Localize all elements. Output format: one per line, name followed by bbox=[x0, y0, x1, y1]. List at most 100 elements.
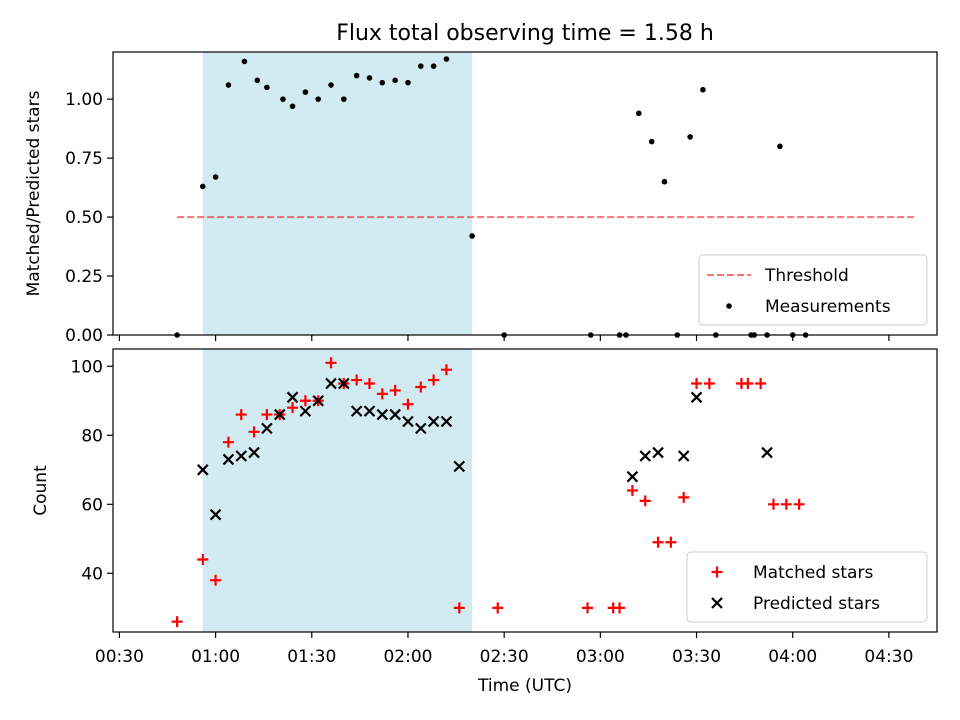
predicted-star-point bbox=[427, 415, 440, 428]
predicted-star-point bbox=[261, 422, 273, 435]
legend-box bbox=[698, 254, 928, 326]
matched-star-point bbox=[325, 357, 337, 369]
measurement-point bbox=[280, 96, 286, 102]
y-tick-label: 0.75 bbox=[65, 149, 103, 169]
measurement-point bbox=[241, 58, 248, 65]
predicted-star-point bbox=[639, 450, 652, 462]
measurement-point bbox=[353, 72, 360, 79]
measurement-point bbox=[392, 77, 398, 84]
chart-title: Flux total observing time = 1.58 h bbox=[336, 21, 714, 46]
matched-star-point bbox=[428, 374, 440, 386]
shaded-observing-window bbox=[202, 52, 473, 335]
matched-star-point bbox=[351, 374, 363, 386]
measurement-point bbox=[443, 56, 450, 62]
matched-star-point bbox=[678, 491, 690, 503]
measurement-point bbox=[212, 174, 219, 180]
predicted-star-point bbox=[363, 405, 376, 417]
x-tick-label: 01:30 bbox=[287, 647, 336, 667]
y-tick-label: 0.50 bbox=[65, 208, 103, 228]
predicted-star-point bbox=[299, 405, 312, 417]
measurement-point bbox=[225, 82, 232, 88]
predicted-star-point bbox=[440, 415, 453, 428]
x-tick-label: 01:00 bbox=[191, 647, 240, 667]
y-tick-label: 0.00 bbox=[65, 326, 103, 346]
predicted-star-point bbox=[325, 377, 337, 390]
matched-star-point bbox=[261, 409, 273, 421]
matched-star-point bbox=[626, 485, 638, 496]
x-tick-label: 02:30 bbox=[480, 647, 529, 667]
matched-star-point bbox=[793, 498, 805, 510]
legend-label: Matched stars bbox=[753, 563, 873, 583]
measurement-point bbox=[469, 233, 475, 239]
measurement-point bbox=[661, 178, 668, 185]
matched-star-point bbox=[742, 378, 754, 390]
matched-star-point bbox=[582, 602, 594, 614]
predicted-star-point bbox=[222, 453, 235, 466]
y-axis-label: Matched/Predicted stars bbox=[24, 90, 44, 296]
y-tick-label: 0.25 bbox=[65, 267, 103, 287]
predicted-star-point bbox=[690, 391, 703, 404]
axes-frame bbox=[112, 51, 938, 336]
measurement-point bbox=[700, 86, 706, 93]
matched-star-point bbox=[440, 364, 452, 376]
matched-star-point bbox=[376, 388, 388, 400]
x-tick-label: 03:00 bbox=[576, 647, 625, 667]
matched-star-point bbox=[210, 574, 222, 586]
measurement-point bbox=[264, 84, 270, 91]
predicted-star-point bbox=[677, 450, 690, 462]
matched-star-point bbox=[665, 536, 677, 548]
bottom-panel: 40 60 80 100 Count 00:30 01:00 01:30 02:00 02:30 0… bbox=[31, 348, 938, 696]
measurement-point bbox=[341, 96, 347, 102]
matched-star-point bbox=[652, 536, 664, 548]
y-tick-label: 60 bbox=[81, 495, 103, 515]
matched-star-point bbox=[755, 378, 767, 390]
matched-star-point bbox=[703, 378, 715, 390]
axes-frame bbox=[112, 348, 938, 633]
measurement-point bbox=[417, 63, 424, 69]
measurement-point bbox=[199, 183, 206, 190]
predicted-star-point bbox=[415, 422, 427, 435]
measurement-point bbox=[254, 77, 261, 84]
measurement-point bbox=[777, 143, 783, 150]
measurement-point bbox=[315, 96, 321, 102]
predicted-star-point bbox=[196, 464, 209, 476]
matched-star-point bbox=[235, 409, 247, 421]
y-tick-label: 80 bbox=[81, 426, 103, 446]
predicted-star-point bbox=[209, 508, 222, 521]
legend-measurement-swatch bbox=[726, 303, 732, 309]
matched-star-point bbox=[363, 378, 375, 390]
matched-star-point bbox=[767, 498, 779, 510]
matched-star-point bbox=[780, 498, 792, 510]
x-tick-label: 02:00 bbox=[383, 647, 432, 667]
y-tick-label: 40 bbox=[81, 564, 103, 584]
legend-label: Threshold bbox=[764, 266, 849, 286]
matched-star-point bbox=[287, 402, 299, 414]
matched-star-point bbox=[222, 436, 234, 448]
y-axis-label: Count bbox=[31, 465, 51, 516]
measurement-point bbox=[366, 75, 373, 81]
legend-box bbox=[686, 551, 928, 623]
x-tick-label: 04:30 bbox=[864, 647, 913, 667]
predicted-star-point bbox=[338, 377, 350, 390]
measurement-point bbox=[302, 89, 309, 95]
predicted-star-point bbox=[389, 408, 401, 421]
legend-label: Measurements bbox=[765, 297, 891, 317]
matched-star-point bbox=[197, 554, 209, 566]
matched-star-point bbox=[691, 378, 703, 390]
measurement-point bbox=[636, 110, 642, 117]
measurement-point bbox=[687, 134, 693, 140]
matched-star-point bbox=[171, 616, 183, 628]
matched-star-point bbox=[453, 602, 465, 614]
predicted-star-point bbox=[350, 405, 363, 417]
predicted-star-point bbox=[453, 460, 466, 473]
legend-predicted-swatch bbox=[711, 597, 723, 609]
x-tick-label: 00:30 bbox=[95, 647, 144, 667]
predicted-star-point bbox=[235, 450, 248, 462]
matched-star-point bbox=[639, 495, 651, 507]
predicted-star-point bbox=[402, 415, 414, 428]
legend-matched-swatch bbox=[711, 566, 723, 578]
matched-star-point bbox=[402, 398, 414, 410]
predicted-star-point bbox=[312, 394, 324, 407]
top-panel: 0.00 0.25 0.50 0.75 1.00 Matched/Predicted st… bbox=[24, 51, 938, 346]
